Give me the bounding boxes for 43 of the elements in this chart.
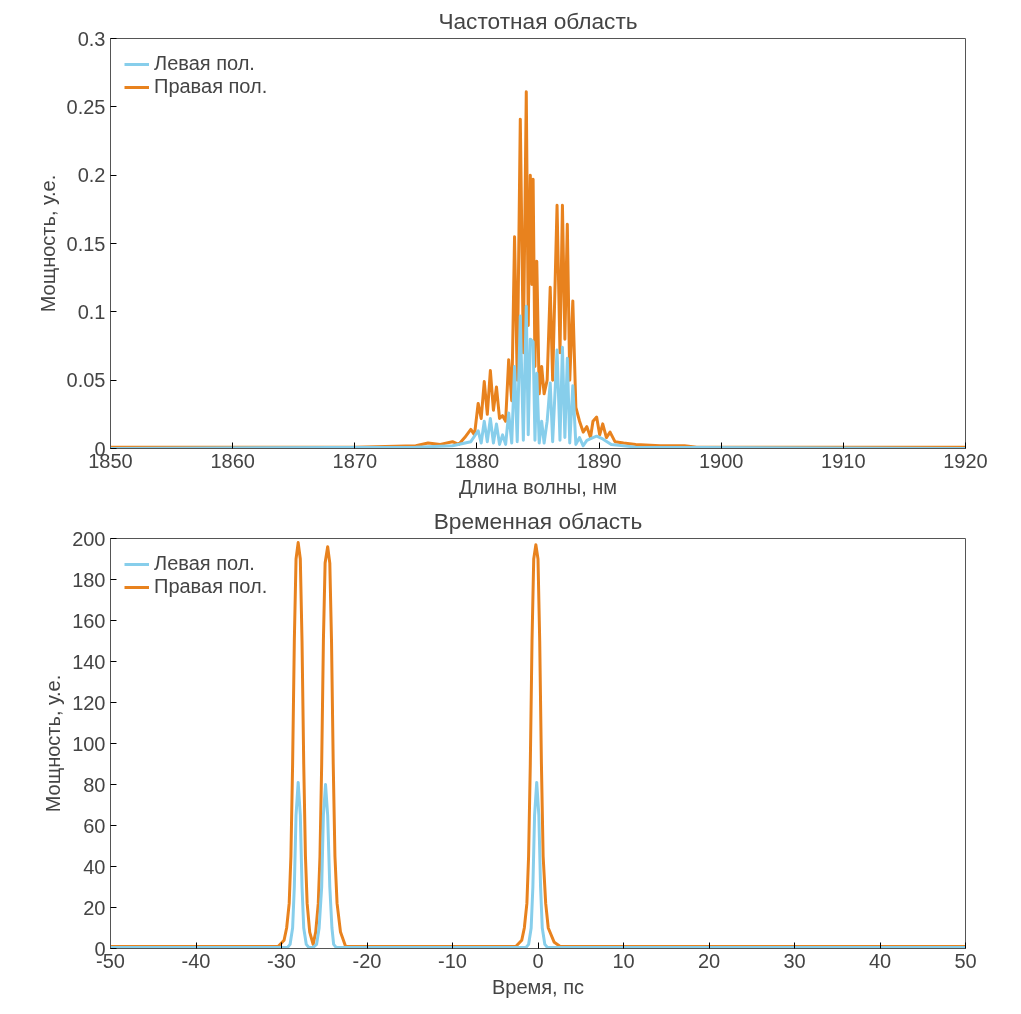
- x-tick-label: 1860: [210, 449, 255, 472]
- y-tick-label: 0.15: [66, 232, 106, 255]
- x-tick-label: -40: [181, 949, 211, 972]
- x-tick-label: 1920: [943, 449, 988, 472]
- y-axis-title: Мощность, у.е.: [42, 674, 65, 813]
- y-tick-label: 60: [83, 814, 106, 837]
- y-tick-label: 20: [83, 896, 106, 919]
- y-tick-label: 0.3: [77, 27, 106, 50]
- x-tick-label: 1870: [332, 449, 378, 472]
- legend-label: Правая пол.: [154, 575, 268, 598]
- chart-title: Временная область: [433, 507, 643, 534]
- x-axis-title: Время, пс: [491, 975, 585, 998]
- x-tick-label: 1880: [454, 449, 500, 472]
- x-axis-title: Длина волны, нм: [458, 475, 618, 498]
- x-tick-label: 10: [612, 949, 635, 972]
- legend-label: Правая пол.: [154, 75, 268, 98]
- x-tick-label: 40: [868, 949, 892, 972]
- y-tick-label: 0.2: [77, 164, 106, 187]
- y-tick-label: 200: [72, 527, 106, 550]
- x-tick-label: 1890: [576, 449, 622, 472]
- y-tick-label: 0.1: [77, 300, 106, 323]
- y-tick-label: 0.25: [66, 95, 106, 118]
- legend-label: Левая пол.: [154, 52, 255, 75]
- y-tick-label: 40: [83, 855, 106, 878]
- y-tick-label: 180: [72, 568, 106, 591]
- x-tick-label: 30: [783, 949, 806, 972]
- y-tick-label: 100: [72, 732, 106, 755]
- x-tick-label: 0: [532, 949, 544, 972]
- x-tick-label: -10: [438, 949, 467, 972]
- x-tick-label: -30: [267, 949, 296, 972]
- x-tick-label: 1910: [821, 449, 866, 472]
- y-tick-label: 140: [72, 650, 106, 673]
- legend-label: Левая пол.: [154, 552, 255, 575]
- y-tick-label: 0.05: [66, 369, 106, 392]
- x-tick-label: 1900: [698, 449, 744, 472]
- x-tick-label: 20: [697, 949, 721, 972]
- x-tick-label: -20: [352, 949, 382, 972]
- y-tick-label: 80: [83, 773, 106, 796]
- x-tick-label: 50: [954, 949, 977, 972]
- chart-title: Частотная область: [438, 7, 638, 34]
- y-tick-label: 120: [72, 691, 106, 714]
- y-tick-label: 160: [72, 609, 106, 632]
- y-axis-title: Мощность, у.е.: [36, 174, 59, 313]
